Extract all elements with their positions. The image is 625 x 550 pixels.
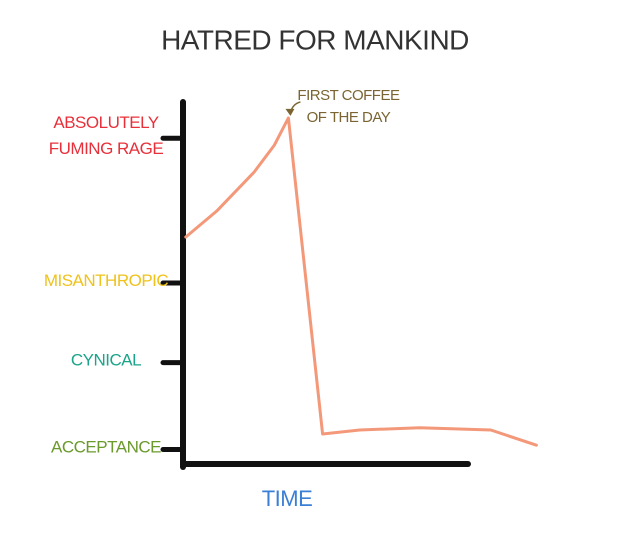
data-line — [184, 116, 538, 447]
y-tick-label: MISANTHROPIC — [44, 271, 169, 290]
y-tick-label: ACCEPTANCE — [51, 438, 161, 457]
annotation: FIRST COFFEE OF THE DAY — [297, 87, 400, 126]
annotation-arrowhead — [285, 108, 295, 116]
x-axis-label: TIME — [262, 486, 313, 511]
y-tick-label: CYNICAL — [71, 351, 141, 370]
chart-title: HATRED FOR MANKIND — [161, 24, 469, 55]
y-tick-label: ABSOLUTELY FUMING RAGE — [49, 114, 164, 159]
